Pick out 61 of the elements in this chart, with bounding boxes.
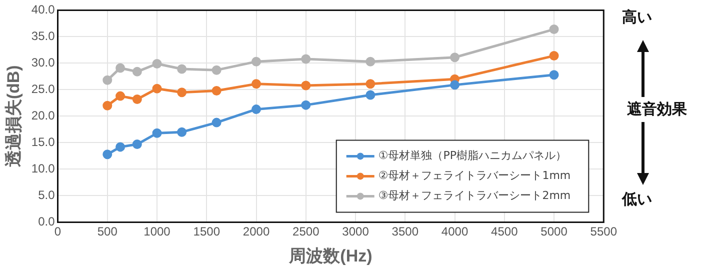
point [252, 56, 262, 66]
point [301, 100, 311, 110]
x-tick-label: 1000 [144, 224, 171, 239]
point [116, 142, 126, 152]
point [102, 100, 112, 110]
x-tick-label: 4500 [491, 224, 518, 239]
y-axis-title: 透過損失(dB) [4, 65, 23, 168]
point [549, 70, 559, 80]
point [301, 54, 311, 64]
point [152, 84, 162, 94]
point [366, 56, 376, 66]
y-tick-label: 0.0 [38, 214, 56, 229]
point [152, 58, 162, 68]
y-tick-label: 10.0 [31, 162, 56, 176]
x-tick-label: 0 [54, 224, 62, 239]
point [252, 79, 262, 89]
point [549, 24, 559, 34]
x-tick-label: 2000 [242, 224, 270, 239]
point [450, 52, 460, 62]
y-tick-label: 20.0 [31, 108, 56, 123]
x-tick-label: 2500 [292, 224, 320, 239]
text: 低い [622, 190, 652, 209]
legend-label: ③母材＋フェライトラバーシート2mm [378, 189, 571, 202]
point [177, 88, 187, 98]
legend-label: ②母材＋フェライトラバーシート1mm [378, 169, 571, 182]
text: 高い [622, 8, 652, 27]
x-tick-label: 1500 [193, 224, 220, 239]
point [177, 64, 187, 74]
point [132, 140, 142, 150]
point [212, 86, 222, 96]
y-tick-label: 35.0 [31, 29, 56, 44]
x-tick-label: 3500 [392, 224, 419, 239]
point [116, 91, 126, 101]
point [252, 104, 262, 114]
y-tick-label: 40.0 [31, 2, 56, 17]
point [549, 51, 559, 61]
point [102, 75, 112, 85]
point [132, 66, 142, 76]
x-tick-label: 4000 [441, 224, 468, 239]
x-axis-title: 周波数(Hz) [288, 246, 372, 266]
point [366, 90, 376, 100]
text: 遮音効果 [626, 97, 688, 122]
point [116, 63, 126, 73]
x-tick-label: 500 [97, 224, 118, 239]
y-tick-label: 5.0 [38, 188, 56, 202]
y-tick-label: 30.0 [31, 56, 56, 70]
y-tick-label: 25.0 [31, 82, 56, 96]
point [102, 150, 112, 160]
point [301, 80, 311, 90]
y-tick-label: 15.0 [31, 135, 56, 150]
point [212, 65, 222, 75]
legend-label: ①母材単独（PP樹脂ハニカムパネル） [378, 149, 566, 162]
point [212, 118, 222, 128]
point [366, 79, 376, 89]
point [450, 80, 460, 90]
x-tick-label: 5000 [540, 224, 568, 239]
x-tick-label: 5500 [590, 224, 618, 239]
point [152, 128, 162, 138]
point [132, 94, 142, 104]
x-tick-label: 3000 [342, 224, 370, 239]
point [177, 127, 187, 137]
